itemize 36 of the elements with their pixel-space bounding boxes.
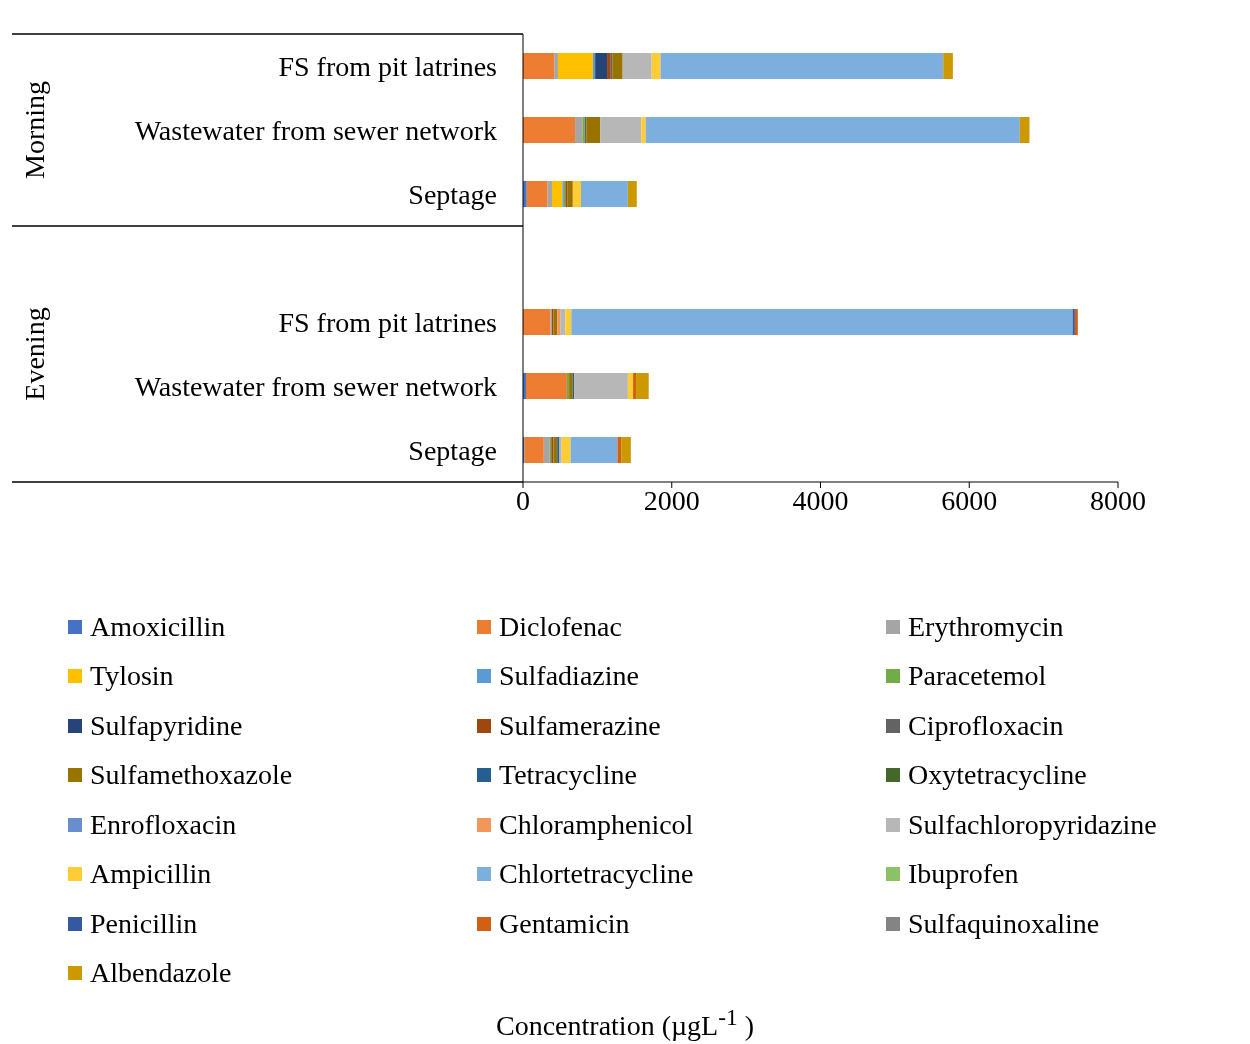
legend-label: Enrofloxacin (90, 808, 237, 841)
legend-label: Tetracycline (499, 759, 637, 792)
legend-label: Ciprofloxacin (908, 709, 1064, 742)
x-tick-label: 4000 (792, 484, 849, 516)
y-tick-label: Wastewater from sewer network (134, 114, 497, 146)
legend-label: Penicillin (90, 907, 198, 940)
legend-label: Gentamicin (499, 907, 630, 940)
x-tick-label: 8000 (1090, 484, 1146, 516)
legend-label: Sulfaquinoxaline (908, 907, 1100, 940)
text: Morning (19, 81, 50, 179)
legend-label: Erythromycin (908, 610, 1064, 643)
y-tick-label: FS from pit latrines (278, 306, 497, 338)
legend-label: Albendazole (90, 957, 232, 990)
x-tick-label: 2000 (643, 484, 700, 516)
text: Concentration (µgL$^{-1}$ ) (495, 1004, 755, 1043)
y-tick-label: Septage (408, 434, 497, 466)
x-tick-label: 6000 (941, 484, 998, 516)
legend-label: Ibuprofen (908, 858, 1019, 891)
legend-label: Tylosin (90, 660, 174, 693)
legend-label: Sulfamerazine (499, 709, 661, 742)
y-tick-label: FS from pit latrines (278, 50, 497, 82)
legend-label: Amoxicillin (90, 610, 226, 643)
y-tick-label: Septage (408, 178, 497, 210)
legend-label: Diclofenac (499, 610, 622, 643)
legend-label: Sulfadiazine (499, 660, 639, 693)
legend-label: Oxytetracycline (908, 759, 1087, 792)
legend-label: Paracetemol (908, 660, 1047, 693)
x-tick-label: 0 (516, 484, 530, 516)
legend-label: Sulfamethoxazole (90, 759, 293, 792)
legend-label: Chloramphenicol (499, 808, 694, 841)
text: Evening (19, 307, 50, 401)
legend-label: Chlortetracycline (499, 858, 694, 891)
legend-label: Ampicillin (90, 858, 212, 891)
y-tick-label: Wastewater from sewer network (134, 370, 497, 402)
legend-label: Sulfapyridine (90, 709, 243, 742)
legend-label: Sulfachloropyridazine (908, 808, 1157, 841)
